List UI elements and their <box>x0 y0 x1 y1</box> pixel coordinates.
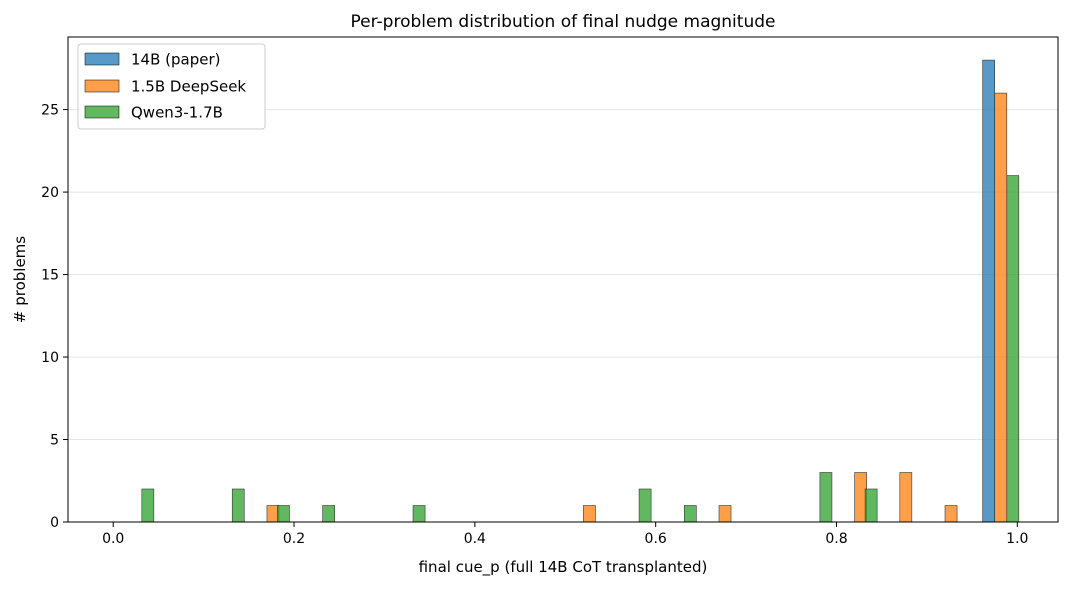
bar-series-0-0 <box>982 59 995 523</box>
x-tick-label-4: 0.8 <box>825 531 847 547</box>
x-tick-label-2: 0.4 <box>464 531 486 547</box>
gridlines <box>68 109 1058 441</box>
legend-swatch-14b <box>84 52 120 66</box>
bar-series-2-5 <box>638 488 652 523</box>
legend-swatch-deepseek <box>84 79 120 93</box>
bar-series-2-0 <box>141 488 155 523</box>
bars <box>141 59 1020 523</box>
y-tick-label-0: 0 <box>50 515 59 531</box>
chart-title: Per-problem distribution of final nudge … <box>351 12 776 32</box>
legend-label-14b: 14B (paper) <box>131 51 220 69</box>
legend-label-deepseek: 1.5B DeepSeek <box>131 78 246 96</box>
y-tick-label-1: 5 <box>50 433 59 449</box>
bar-series-2-3 <box>322 505 335 523</box>
bar-series-2-6 <box>683 505 697 523</box>
legend-label-qwen: Qwen3-1.7B <box>131 104 223 122</box>
x-axis: 0.0 0.2 0.4 0.6 0.8 1.0 <box>102 522 1028 547</box>
bar-series-1-6 <box>994 92 1008 523</box>
x-tick-label-1: 0.2 <box>283 531 305 547</box>
bar-series-2-1 <box>231 488 245 523</box>
legend: 14B (paper) 1.5B DeepSeek Qwen3-1.7B <box>77 43 266 130</box>
y-axis-label: # problems <box>11 236 29 323</box>
bar-series-2-2 <box>277 505 290 523</box>
bar-series-1-1 <box>583 505 596 523</box>
bar-series-2-9 <box>1006 175 1020 523</box>
legend-box <box>77 43 266 130</box>
bar-series-1-2 <box>718 505 732 523</box>
y-tick-label-3: 15 <box>41 268 59 284</box>
y-axis: 0 5 10 15 20 25 <box>41 103 68 531</box>
y-tick-label-5: 25 <box>41 103 59 119</box>
bar-series-2-8 <box>864 488 878 523</box>
legend-swatch-qwen <box>84 105 120 119</box>
y-tick-label-4: 20 <box>41 185 59 201</box>
x-tick-label-5: 1.0 <box>1006 531 1028 547</box>
plot-frame <box>67 36 1059 523</box>
y-tick-label-2: 10 <box>41 350 59 366</box>
bar-series-1-5 <box>944 505 958 523</box>
x-axis-label: final cue_p (full 14B CoT transplanted) <box>419 558 708 577</box>
x-tick-label-3: 0.6 <box>645 531 667 547</box>
bar-series-1-4 <box>899 472 913 523</box>
x-tick-label-0: 0.0 <box>102 531 124 547</box>
bar-series-2-4 <box>412 505 426 523</box>
bar-series-2-7 <box>819 472 833 523</box>
